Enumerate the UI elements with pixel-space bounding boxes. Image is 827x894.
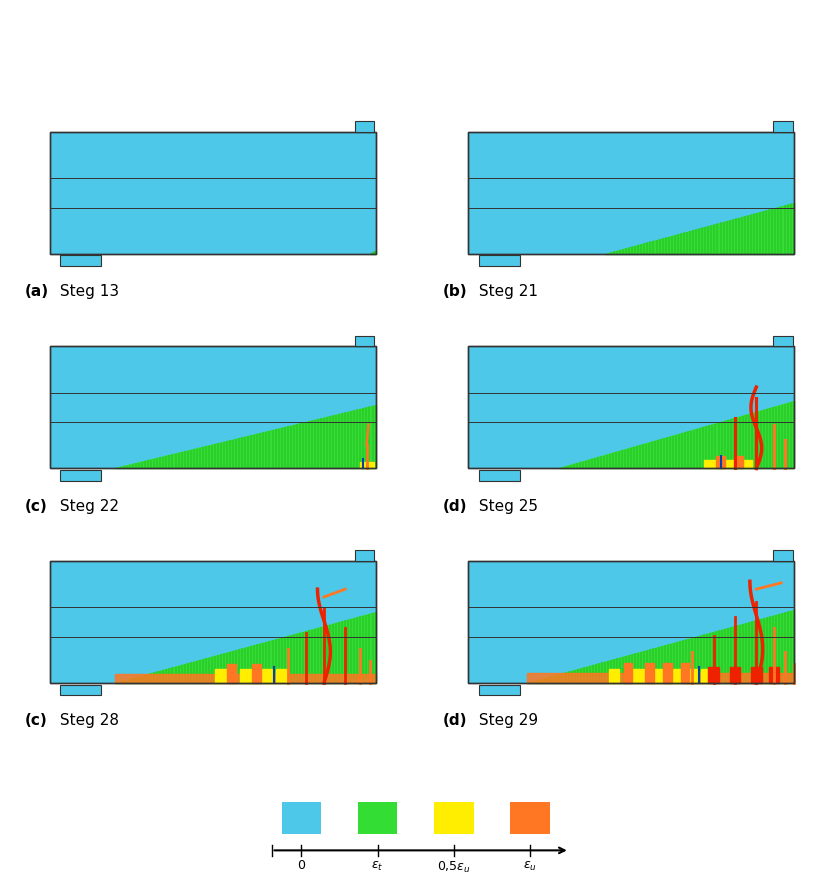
Bar	[467, 346, 793, 468]
Polygon shape	[115, 674, 375, 683]
Polygon shape	[526, 610, 793, 683]
Bar	[355, 122, 374, 132]
Bar	[478, 256, 519, 266]
Bar	[355, 551, 374, 561]
Polygon shape	[240, 669, 251, 683]
Polygon shape	[359, 462, 373, 468]
Bar	[772, 122, 791, 132]
Polygon shape	[739, 460, 751, 468]
Polygon shape	[700, 669, 711, 683]
Text: $\varepsilon_u$: $\varepsilon_u$	[523, 859, 536, 873]
Text: (b): (b)	[442, 284, 467, 299]
Bar	[478, 470, 519, 481]
Text: (c): (c)	[25, 713, 47, 729]
Polygon shape	[251, 664, 261, 683]
Polygon shape	[215, 669, 226, 683]
Polygon shape	[715, 456, 724, 468]
Text: $0$: $0$	[296, 859, 306, 873]
Polygon shape	[558, 401, 793, 468]
Polygon shape	[734, 456, 742, 468]
Text: (a): (a)	[25, 284, 49, 299]
Polygon shape	[767, 667, 778, 683]
Bar	[433, 802, 473, 833]
Bar	[50, 561, 375, 683]
Polygon shape	[644, 662, 653, 683]
Polygon shape	[686, 669, 696, 683]
Text: (d): (d)	[442, 499, 467, 514]
Text: $\varepsilon_t$: $\varepsilon_t$	[370, 859, 384, 873]
Polygon shape	[115, 405, 375, 468]
Polygon shape	[729, 667, 739, 683]
Text: Steg 21: Steg 21	[473, 284, 537, 299]
Bar	[467, 561, 793, 683]
Polygon shape	[668, 669, 679, 683]
Bar	[467, 132, 793, 254]
Bar	[467, 346, 793, 468]
Polygon shape	[608, 669, 619, 683]
Polygon shape	[703, 460, 715, 468]
Bar	[50, 132, 375, 254]
Text: Steg 25: Steg 25	[473, 499, 537, 514]
Polygon shape	[623, 662, 632, 683]
Bar	[50, 346, 375, 468]
Polygon shape	[275, 669, 286, 683]
Bar	[772, 551, 791, 561]
Polygon shape	[720, 460, 734, 468]
Text: Steg 22: Steg 22	[55, 499, 119, 514]
Text: Steg 29: Steg 29	[473, 713, 537, 729]
Bar	[478, 685, 519, 696]
Text: (c): (c)	[25, 499, 47, 514]
Bar	[281, 802, 321, 833]
Polygon shape	[680, 662, 689, 683]
Text: (d): (d)	[442, 713, 467, 729]
Polygon shape	[651, 669, 661, 683]
Text: Steg 28: Steg 28	[55, 713, 119, 729]
Polygon shape	[261, 669, 272, 683]
Bar	[60, 256, 101, 266]
Bar	[60, 470, 101, 481]
Bar	[467, 132, 793, 254]
Bar	[50, 561, 375, 683]
Polygon shape	[227, 664, 236, 683]
Bar	[60, 685, 101, 696]
Polygon shape	[633, 669, 643, 683]
Bar	[467, 346, 793, 468]
Bar	[50, 132, 375, 254]
Bar	[50, 346, 375, 468]
Bar	[50, 346, 375, 468]
Bar	[50, 561, 375, 683]
Polygon shape	[750, 667, 761, 683]
Polygon shape	[707, 667, 718, 683]
Bar	[357, 802, 397, 833]
Bar	[467, 132, 793, 254]
Bar	[467, 561, 793, 683]
Bar	[355, 336, 374, 346]
Bar	[467, 561, 793, 683]
Text: Steg 13: Steg 13	[55, 284, 119, 299]
Bar	[50, 132, 375, 254]
Polygon shape	[526, 673, 793, 683]
Polygon shape	[662, 662, 671, 683]
Bar	[509, 802, 549, 833]
Polygon shape	[115, 612, 375, 683]
Bar	[772, 336, 791, 346]
Text: $0{,}5\varepsilon_u$: $0{,}5\varepsilon_u$	[437, 859, 470, 874]
Polygon shape	[370, 251, 375, 254]
Polygon shape	[604, 203, 793, 254]
